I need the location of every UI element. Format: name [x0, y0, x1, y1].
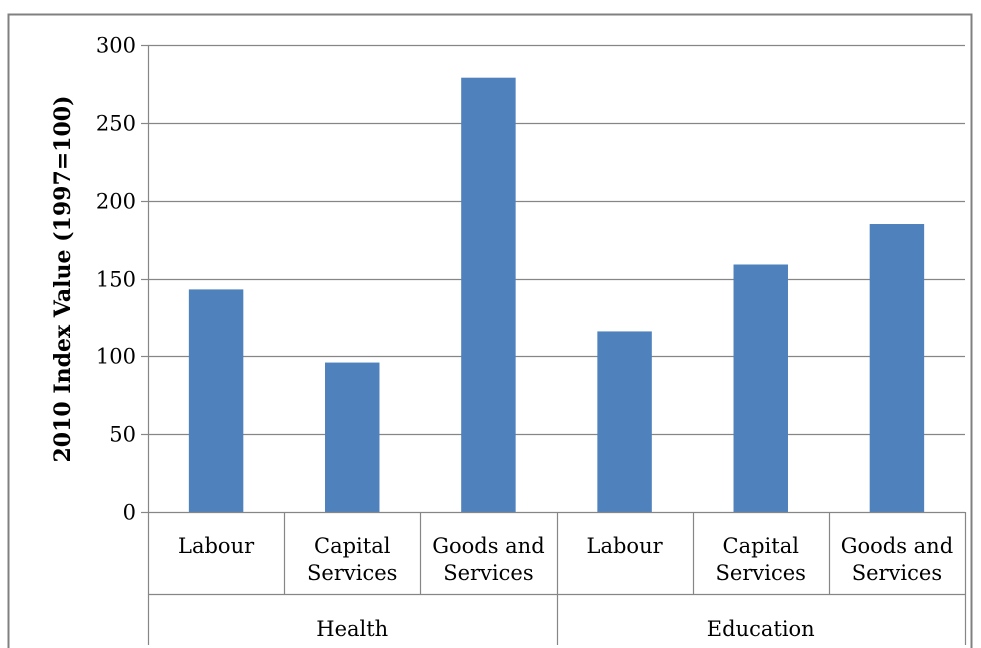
x-category-label-line: Capital: [723, 534, 800, 558]
x-category-label-line: Goods and: [841, 534, 953, 558]
x-category-label: Goods and Services: [432, 534, 544, 585]
bar: [869, 224, 925, 512]
y-tick-label: 100: [96, 345, 136, 369]
x-category-label-line: Services: [716, 561, 806, 585]
x-group-label: Education: [707, 617, 815, 641]
bar: [461, 77, 516, 512]
y-tick-label: 150: [96, 268, 136, 292]
x-group-labels: Health Education: [316, 617, 814, 641]
bars: [188, 77, 925, 512]
x-category-label-line: Services: [307, 561, 397, 585]
x-category-label-line: Services: [443, 561, 533, 585]
x-category-label-line: Capital: [314, 534, 391, 558]
y-tick-labels: 0 50 100 150 200 250 300: [96, 34, 136, 525]
x-category-labels: Labour Capital Services Goods and Services La…: [178, 534, 953, 585]
x-category-label-line: Labour: [178, 534, 255, 558]
x-group-label: Health: [316, 617, 388, 641]
x-category-label: Capital Services: [716, 534, 806, 585]
gridlines: [141, 44, 965, 514]
bar: [325, 362, 380, 512]
y-tick-label: 300: [96, 34, 136, 58]
x-category-label-line: Services: [852, 561, 942, 585]
bar: [188, 289, 244, 512]
x-category-label: Goods and Services: [841, 534, 953, 585]
y-tick-label: 0: [123, 501, 136, 525]
y-tick-label: 250: [96, 112, 136, 136]
x-category-label-line: Labour: [587, 534, 664, 558]
x-category-label: Capital Services: [307, 534, 397, 585]
bar: [733, 264, 788, 512]
bar: [597, 331, 652, 512]
x-category-label-line: Goods and: [432, 534, 544, 558]
x-category-label: Labour: [587, 534, 664, 558]
y-axis-title: 2010 Index Value (1997=100): [50, 95, 76, 462]
y-tick-label: 200: [96, 190, 136, 214]
axes: [147, 45, 967, 645]
y-tick-label: 50: [109, 423, 136, 447]
x-category-label: Labour: [178, 534, 255, 558]
